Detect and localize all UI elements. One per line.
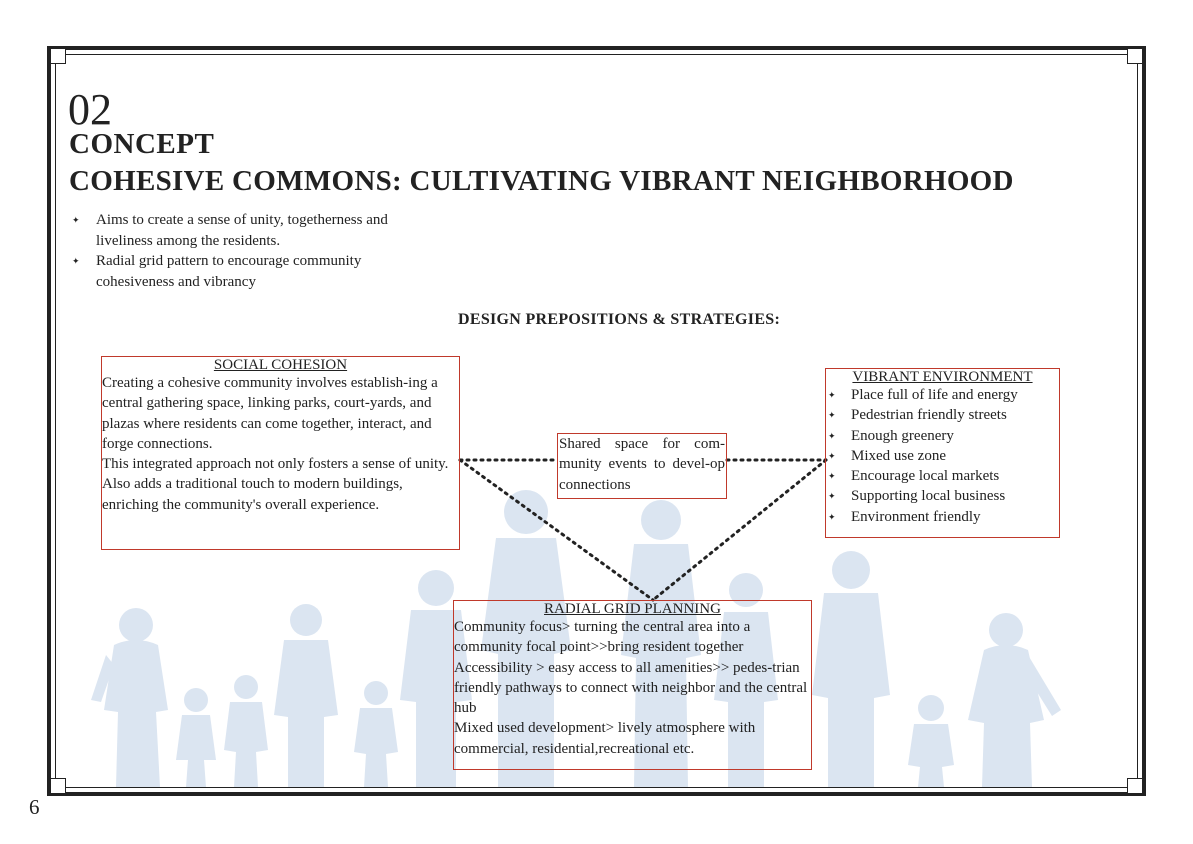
diamond-bullet-icon: ✦ — [828, 390, 836, 400]
page-frame-inner — [55, 54, 1138, 788]
diamond-bullet-icon: ✦ — [828, 491, 836, 502]
section-title: CONCEPT — [69, 128, 215, 160]
radial-grid-planning-box: RADIAL GRID PLANNING Community focus> tu… — [453, 600, 812, 770]
list-item: ✦ Place full of life and energy — [826, 385, 1059, 405]
list-item: ✦ Supporting local business — [826, 486, 1059, 506]
social-cohesion-paragraph: This integrated approach not only foster… — [102, 456, 449, 473]
frame-corner-bottom-right — [1127, 778, 1143, 794]
radial-grid-paragraph: Accessibility > easy access to all ameni… — [454, 659, 808, 717]
list-item: ✦ Mixed use zone — [826, 446, 1059, 466]
social-cohesion-paragraph: Also adds a traditional touch to modern … — [102, 476, 403, 513]
vibrant-item-text: Environment friendly — [851, 508, 981, 525]
intro-bullet-item: ✦ Aims to create a sense of unity, toget… — [70, 210, 440, 251]
vibrant-item-text: Enough greenery — [851, 427, 954, 444]
page-frame-outer — [47, 46, 1146, 796]
intro-bullet-text: Radial grid pattern to encourage communi… — [96, 253, 362, 290]
vibrant-environment-list: ✦ Place full of life and energy ✦ Pedestri… — [826, 385, 1059, 527]
shared-space-text: Shared space for com-munity events to de… — [559, 436, 725, 493]
frame-corner-bottom-left — [50, 778, 66, 794]
vibrant-item-text: Place full of life and energy — [851, 387, 1018, 403]
shared-space-box: Shared space for com-munity events to de… — [557, 433, 727, 499]
list-item: ✦ Enough greenery — [826, 426, 1059, 446]
social-cohesion-title: SOCIAL COHESION — [213, 357, 348, 373]
diamond-bullet-icon: ✦ — [828, 410, 836, 421]
diamond-bullet-icon: ✦ — [828, 450, 836, 461]
intro-bullet-text: Aims to create a sense of unity, togethe… — [96, 212, 388, 249]
section-number: 02 — [68, 85, 112, 134]
diamond-bullet-icon: ✦ — [72, 256, 80, 266]
intro-bullet-item: ✦ Radial grid pattern to encourage commu… — [70, 251, 440, 292]
intro-bullet-list: ✦ Aims to create a sense of unity, toget… — [70, 210, 440, 292]
list-item: ✦ Encourage local markets — [826, 466, 1059, 486]
radial-grid-paragraph: Mixed used development> lively atmospher… — [454, 720, 756, 757]
vibrant-item-text: Encourage local markets — [851, 468, 1000, 485]
concept-title: COHESIVE COMMONS: CULTIVATING VIBRANT NE… — [69, 165, 1014, 197]
diamond-bullet-icon: ✦ — [828, 511, 836, 522]
diamond-bullet-icon: ✦ — [72, 215, 80, 225]
social-cohesion-box: SOCIAL COHESION Creating a cohesive comm… — [101, 356, 460, 550]
page-number: 6 — [29, 795, 40, 819]
radial-grid-paragraph: Community focus> turning the central are… — [454, 619, 751, 656]
social-cohesion-paragraph: Creating a cohesive community involves e… — [102, 375, 438, 452]
strategies-heading: DESIGN PREPOSITIONS & STRATEGIES: — [458, 311, 781, 328]
radial-grid-planning-title: RADIAL GRID PLANNING — [544, 601, 721, 617]
vibrant-item-text: Pedestrian friendly streets — [851, 407, 1007, 424]
vibrant-environment-box: VIBRANT ENVIRONMENT ✦ Place full of life … — [825, 368, 1060, 538]
frame-corner-top-right — [1127, 48, 1143, 64]
diamond-bullet-icon: ✦ — [828, 471, 836, 482]
diamond-bullet-icon: ✦ — [828, 430, 836, 441]
vibrant-item-text: Mixed use zone — [851, 447, 946, 464]
vibrant-environment-title: VIBRANT ENVIRONMENT — [852, 369, 1033, 385]
frame-corner-top-left — [50, 48, 66, 64]
list-item: ✦ Pedestrian friendly streets — [826, 405, 1059, 425]
list-item: ✦ Environment friendly — [826, 507, 1059, 527]
vibrant-item-text: Supporting local business — [851, 488, 1006, 505]
